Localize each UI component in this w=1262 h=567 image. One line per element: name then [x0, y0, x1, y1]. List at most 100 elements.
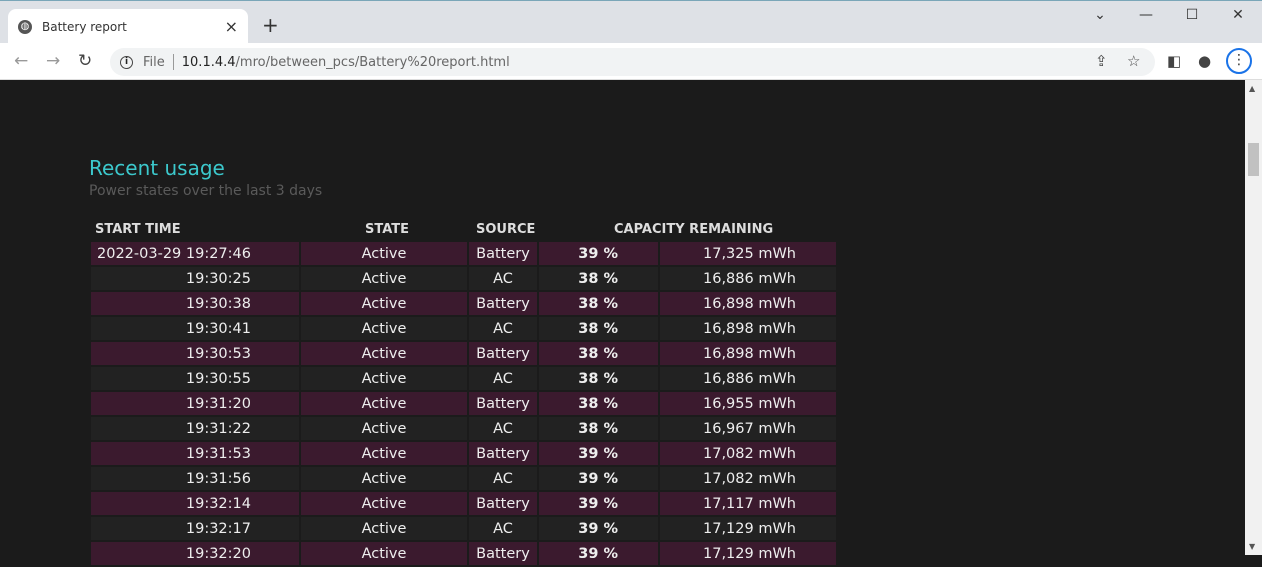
- state: Active: [301, 417, 467, 440]
- minimize-button[interactable]: —: [1139, 7, 1153, 23]
- state: Active: [301, 242, 467, 265]
- start-time: 19:32:20: [91, 542, 299, 565]
- state: Active: [301, 542, 467, 565]
- source: AC: [469, 267, 537, 290]
- reload-icon[interactable]: ↻: [78, 51, 93, 71]
- table-row: 19:30:25 Active AC 38 % 16,886 mWh: [91, 267, 836, 290]
- source: AC: [469, 517, 537, 540]
- table-row: 19:31:56 Active AC 39 % 17,082 mWh: [91, 467, 836, 490]
- scroll-down-icon[interactable]: ▼: [1249, 542, 1256, 551]
- scroll-up-icon[interactable]: ▲: [1249, 84, 1256, 93]
- table-row: 19:32:20 Active Battery 39 % 17,129 mWh: [91, 542, 836, 565]
- capacity-mwh: 17,082 mWh: [660, 442, 836, 465]
- scrollbar[interactable]: ▲ ▼: [1245, 80, 1262, 555]
- share-icon[interactable]: ⇪: [1095, 52, 1108, 70]
- capacity-percent: 38 %: [539, 417, 658, 440]
- capacity-percent: 39 %: [539, 442, 658, 465]
- maximize-button[interactable]: ☐: [1185, 7, 1199, 23]
- source: Battery: [469, 342, 537, 365]
- state: Active: [301, 517, 467, 540]
- header-capacity: CAPACITY REMAINING: [614, 222, 774, 237]
- url-path: /mro/between_pcs/Battery%20report.html: [235, 54, 510, 70]
- time: 19:27:46: [185, 245, 251, 262]
- capacity-mwh: 17,117 mWh: [660, 492, 836, 515]
- globe-icon: ◍: [18, 19, 32, 34]
- close-tab-icon[interactable]: ×: [224, 17, 238, 36]
- time: 19:31:22: [185, 420, 251, 437]
- capacity-percent: 39 %: [539, 542, 658, 565]
- source: Battery: [469, 292, 537, 315]
- capacity-percent: 39 %: [539, 242, 658, 265]
- time: 19:32:20: [185, 545, 251, 562]
- address-bar: ← → ↻ i File 10.1.4.4/mro/between_pcs/Ba…: [0, 43, 1262, 80]
- tab-bar: ◍ Battery report × + ⌄ — ☐ ✕: [0, 0, 1262, 44]
- profile-icon[interactable]: ●: [1198, 52, 1212, 70]
- source: AC: [469, 467, 537, 490]
- source: Battery: [469, 392, 537, 415]
- table-row: 19:32:17 Active AC 39 % 17,129 mWh: [91, 517, 836, 540]
- start-time: 19:31:53: [91, 442, 299, 465]
- date: 2022-03-29: [97, 245, 182, 262]
- header-start-time: START TIME: [95, 222, 181, 237]
- section-title: Recent usage: [89, 156, 225, 180]
- state: Active: [301, 317, 467, 340]
- forward-icon[interactable]: →: [46, 51, 61, 71]
- capacity-percent: 39 %: [539, 517, 658, 540]
- capacity-percent: 38 %: [539, 267, 658, 290]
- source: AC: [469, 317, 537, 340]
- capacity-mwh: 17,082 mWh: [660, 467, 836, 490]
- capacity-mwh: 17,129 mWh: [660, 517, 836, 540]
- table-row: 19:30:55 Active AC 38 % 16,886 mWh: [91, 367, 836, 390]
- table-row: 19:32:14 Active Battery 39 % 17,117 mWh: [91, 492, 836, 515]
- capacity-percent: 39 %: [539, 492, 658, 515]
- time: 19:30:55: [185, 370, 251, 387]
- time: 19:30:25: [185, 270, 251, 287]
- bookmark-star-icon[interactable]: ☆: [1127, 52, 1141, 70]
- table-row: 19:30:53 Active Battery 38 % 16,898 mWh: [91, 342, 836, 365]
- source: Battery: [469, 442, 537, 465]
- header-source: SOURCE: [476, 222, 536, 237]
- capacity-percent: 38 %: [539, 367, 658, 390]
- start-time: 19:30:38: [91, 292, 299, 315]
- tab-search-chevron-icon[interactable]: ⌄: [1094, 7, 1106, 23]
- capacity-percent: 38 %: [539, 292, 658, 315]
- capacity-percent: 38 %: [539, 317, 658, 340]
- table-row: 2022-03-29 19:27:46 Active Battery 39 % 1…: [91, 242, 836, 265]
- source: Battery: [469, 492, 537, 515]
- usage-table: 2022-03-29 19:27:46 Active Battery 39 % 1…: [89, 240, 838, 567]
- time: 19:31:56: [185, 470, 251, 487]
- source: Battery: [469, 242, 537, 265]
- start-time: 19:30:55: [91, 367, 299, 390]
- close-window-button[interactable]: ✕: [1232, 7, 1244, 23]
- scrollbar-thumb[interactable]: [1248, 143, 1259, 176]
- menu-icon[interactable]: ⋮: [1226, 48, 1252, 74]
- side-panel-icon[interactable]: ◧: [1167, 52, 1182, 70]
- source: Battery: [469, 542, 537, 565]
- table-row: 19:31:53 Active Battery 39 % 17,082 mWh: [91, 442, 836, 465]
- start-time: 19:31:20: [91, 392, 299, 415]
- state: Active: [301, 442, 467, 465]
- header-state: STATE: [365, 222, 410, 237]
- tab-battery-report[interactable]: ◍ Battery report ×: [8, 9, 248, 44]
- capacity-mwh: 16,898 mWh: [660, 342, 836, 365]
- back-icon[interactable]: ←: [14, 51, 29, 71]
- page-content: Recent usage Power states over the last …: [0, 80, 1245, 565]
- time: 19:30:38: [185, 295, 251, 312]
- state: Active: [301, 267, 467, 290]
- state: Active: [301, 367, 467, 390]
- url-input[interactable]: i File 10.1.4.4/mro/between_pcs/Battery%…: [110, 48, 1155, 76]
- state: Active: [301, 392, 467, 415]
- info-icon[interactable]: i: [120, 55, 133, 69]
- start-time: 19:32:17: [91, 517, 299, 540]
- tab-title: Battery report: [42, 19, 127, 34]
- time: 19:32:17: [185, 520, 251, 537]
- table-row: 19:30:38 Active Battery 38 % 16,898 mWh: [91, 292, 836, 315]
- start-time: 19:32:14: [91, 492, 299, 515]
- time: 19:31:53: [185, 445, 251, 462]
- time: 19:30:53: [185, 345, 251, 362]
- start-time: 19:30:41: [91, 317, 299, 340]
- capacity-percent: 38 %: [539, 392, 658, 415]
- new-tab-button[interactable]: +: [262, 13, 279, 37]
- capacity-mwh: 16,967 mWh: [660, 417, 836, 440]
- state: Active: [301, 292, 467, 315]
